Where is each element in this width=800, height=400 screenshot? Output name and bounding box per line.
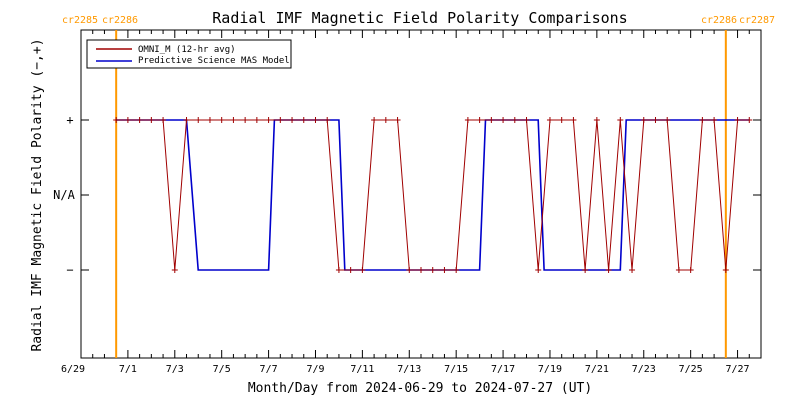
- legend: OMNI_M (12-hr avg) Predictive Science MA…: [86, 39, 292, 69]
- data-point-omni: [453, 267, 460, 273]
- x-tick-label: 7/21: [585, 364, 609, 375]
- rotation-label: cr2285: [62, 15, 98, 26]
- y-tick-label: −: [66, 263, 73, 277]
- data-point-omni: [253, 117, 260, 123]
- data-point-omni: [347, 267, 354, 273]
- x-tick-label: 7/7: [260, 364, 278, 375]
- data-point-omni: [148, 117, 155, 123]
- data-point-omni: [640, 117, 647, 123]
- data-point-omni: [664, 117, 671, 123]
- data-point-omni: [464, 117, 471, 123]
- data-point-omni: [675, 267, 682, 273]
- data-point-omni: [488, 117, 495, 123]
- y-axis-label: Radial IMF Magnetic Field Polarity (−,+): [30, 38, 45, 351]
- data-point-omni: [113, 117, 120, 123]
- series-line-omni: [116, 119, 750, 271]
- chart-title: Radial IMF Magnetic Field Polarity Compa…: [212, 9, 627, 27]
- x-tick-label: 7/27: [726, 364, 750, 375]
- y-tick-label: +: [66, 113, 73, 127]
- data-point-omni: [230, 117, 237, 123]
- data-point-omni: [500, 117, 507, 123]
- x-axis-ticks: 6/29 7/1 7/3 7/5 7/7 7/9 7/11 7/13 7/15 7/17 7/19 7…: [61, 30, 762, 375]
- data-point-omni: [335, 267, 342, 273]
- data-point-omni: [289, 117, 296, 123]
- legend-label-model: Predictive Science MAS Model: [138, 56, 290, 66]
- x-tick-label: 7/19: [538, 364, 562, 375]
- data-point-omni: [511, 117, 518, 123]
- data-point-omni: [371, 117, 378, 123]
- data-point-omni: [699, 117, 706, 123]
- data-point-omni: [746, 117, 753, 123]
- x-tick-label: 7/3: [166, 364, 184, 375]
- data-point-omni: [136, 117, 143, 123]
- data-point-omni: [382, 117, 389, 123]
- x-tick-label: 7/17: [491, 364, 515, 375]
- data-point-omni: [359, 267, 366, 273]
- data-point-omni: [570, 117, 577, 123]
- data-point-omni: [546, 117, 553, 123]
- data-point-omni: [558, 117, 565, 123]
- data-point-omni: [652, 117, 659, 123]
- x-axis-label: Month/Day from 2024-06-29 to 2024-07-27 …: [248, 381, 592, 396]
- data-point-omni: [582, 267, 589, 273]
- data-point-omni: [523, 117, 530, 123]
- data-point-omni: [605, 267, 612, 273]
- data-point-omni: [195, 117, 202, 123]
- data-point-omni: [593, 117, 600, 123]
- x-tick-label: 7/1: [119, 364, 137, 375]
- data-point-omni: [124, 117, 131, 123]
- data-point-omni: [171, 267, 178, 273]
- data-point-omni: [711, 117, 718, 123]
- data-point-omni: [218, 117, 225, 123]
- x-tick-label: 7/15: [444, 364, 468, 375]
- plot-area: [80, 29, 762, 359]
- data-point-omni: [418, 267, 424, 273]
- data-point-omni: [312, 117, 319, 123]
- data-point-omni: [265, 117, 272, 123]
- data-point-omni: [206, 117, 213, 123]
- x-tick-label: 7/5: [213, 364, 231, 375]
- data-point-omni: [160, 117, 167, 123]
- data-point-omni: [687, 267, 694, 273]
- rotation-label: cr2286: [102, 15, 138, 26]
- data-point-omni: [429, 267, 436, 273]
- data-point-omni: [629, 267, 636, 273]
- y-tick-label: N/A: [53, 188, 75, 202]
- legend-box: [86, 39, 292, 69]
- x-tick-label: 7/9: [306, 364, 324, 375]
- data-point-omni: [722, 267, 729, 273]
- data-point-omni: [242, 117, 249, 123]
- x-tick-label: 7/25: [679, 364, 703, 375]
- rotation-label: cr2287: [739, 15, 775, 26]
- x-tick-label: 6/29: [61, 364, 85, 375]
- data-point-omni: [324, 117, 331, 123]
- x-tick-label: 7/23: [632, 364, 656, 375]
- data-point-omni: [183, 117, 190, 123]
- data-point-omni: [277, 117, 284, 123]
- data-point-omni: [617, 117, 624, 123]
- data-point-omni: [300, 117, 307, 123]
- data-point-omni: [535, 267, 542, 273]
- series-line-model: [116, 119, 750, 271]
- x-tick-label: 7/13: [397, 364, 421, 375]
- data-point-omni: [394, 117, 401, 123]
- plot-frame: [80, 29, 762, 359]
- x-tick-label: 7/11: [350, 364, 374, 375]
- data-point-omni: [734, 117, 741, 123]
- legend-label-omni: OMNI_M (12-hr avg): [138, 45, 236, 55]
- data-point-omni: [476, 117, 483, 123]
- rotation-label: cr2286: [701, 15, 737, 26]
- rotation-labels: cr2285 cr2286 cr2286 cr2287: [62, 15, 775, 26]
- data-point-omni: [441, 267, 448, 273]
- data-point-omni: [406, 267, 413, 273]
